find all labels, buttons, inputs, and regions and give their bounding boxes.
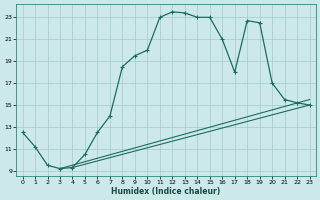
X-axis label: Humidex (Indice chaleur): Humidex (Indice chaleur) bbox=[111, 187, 221, 196]
